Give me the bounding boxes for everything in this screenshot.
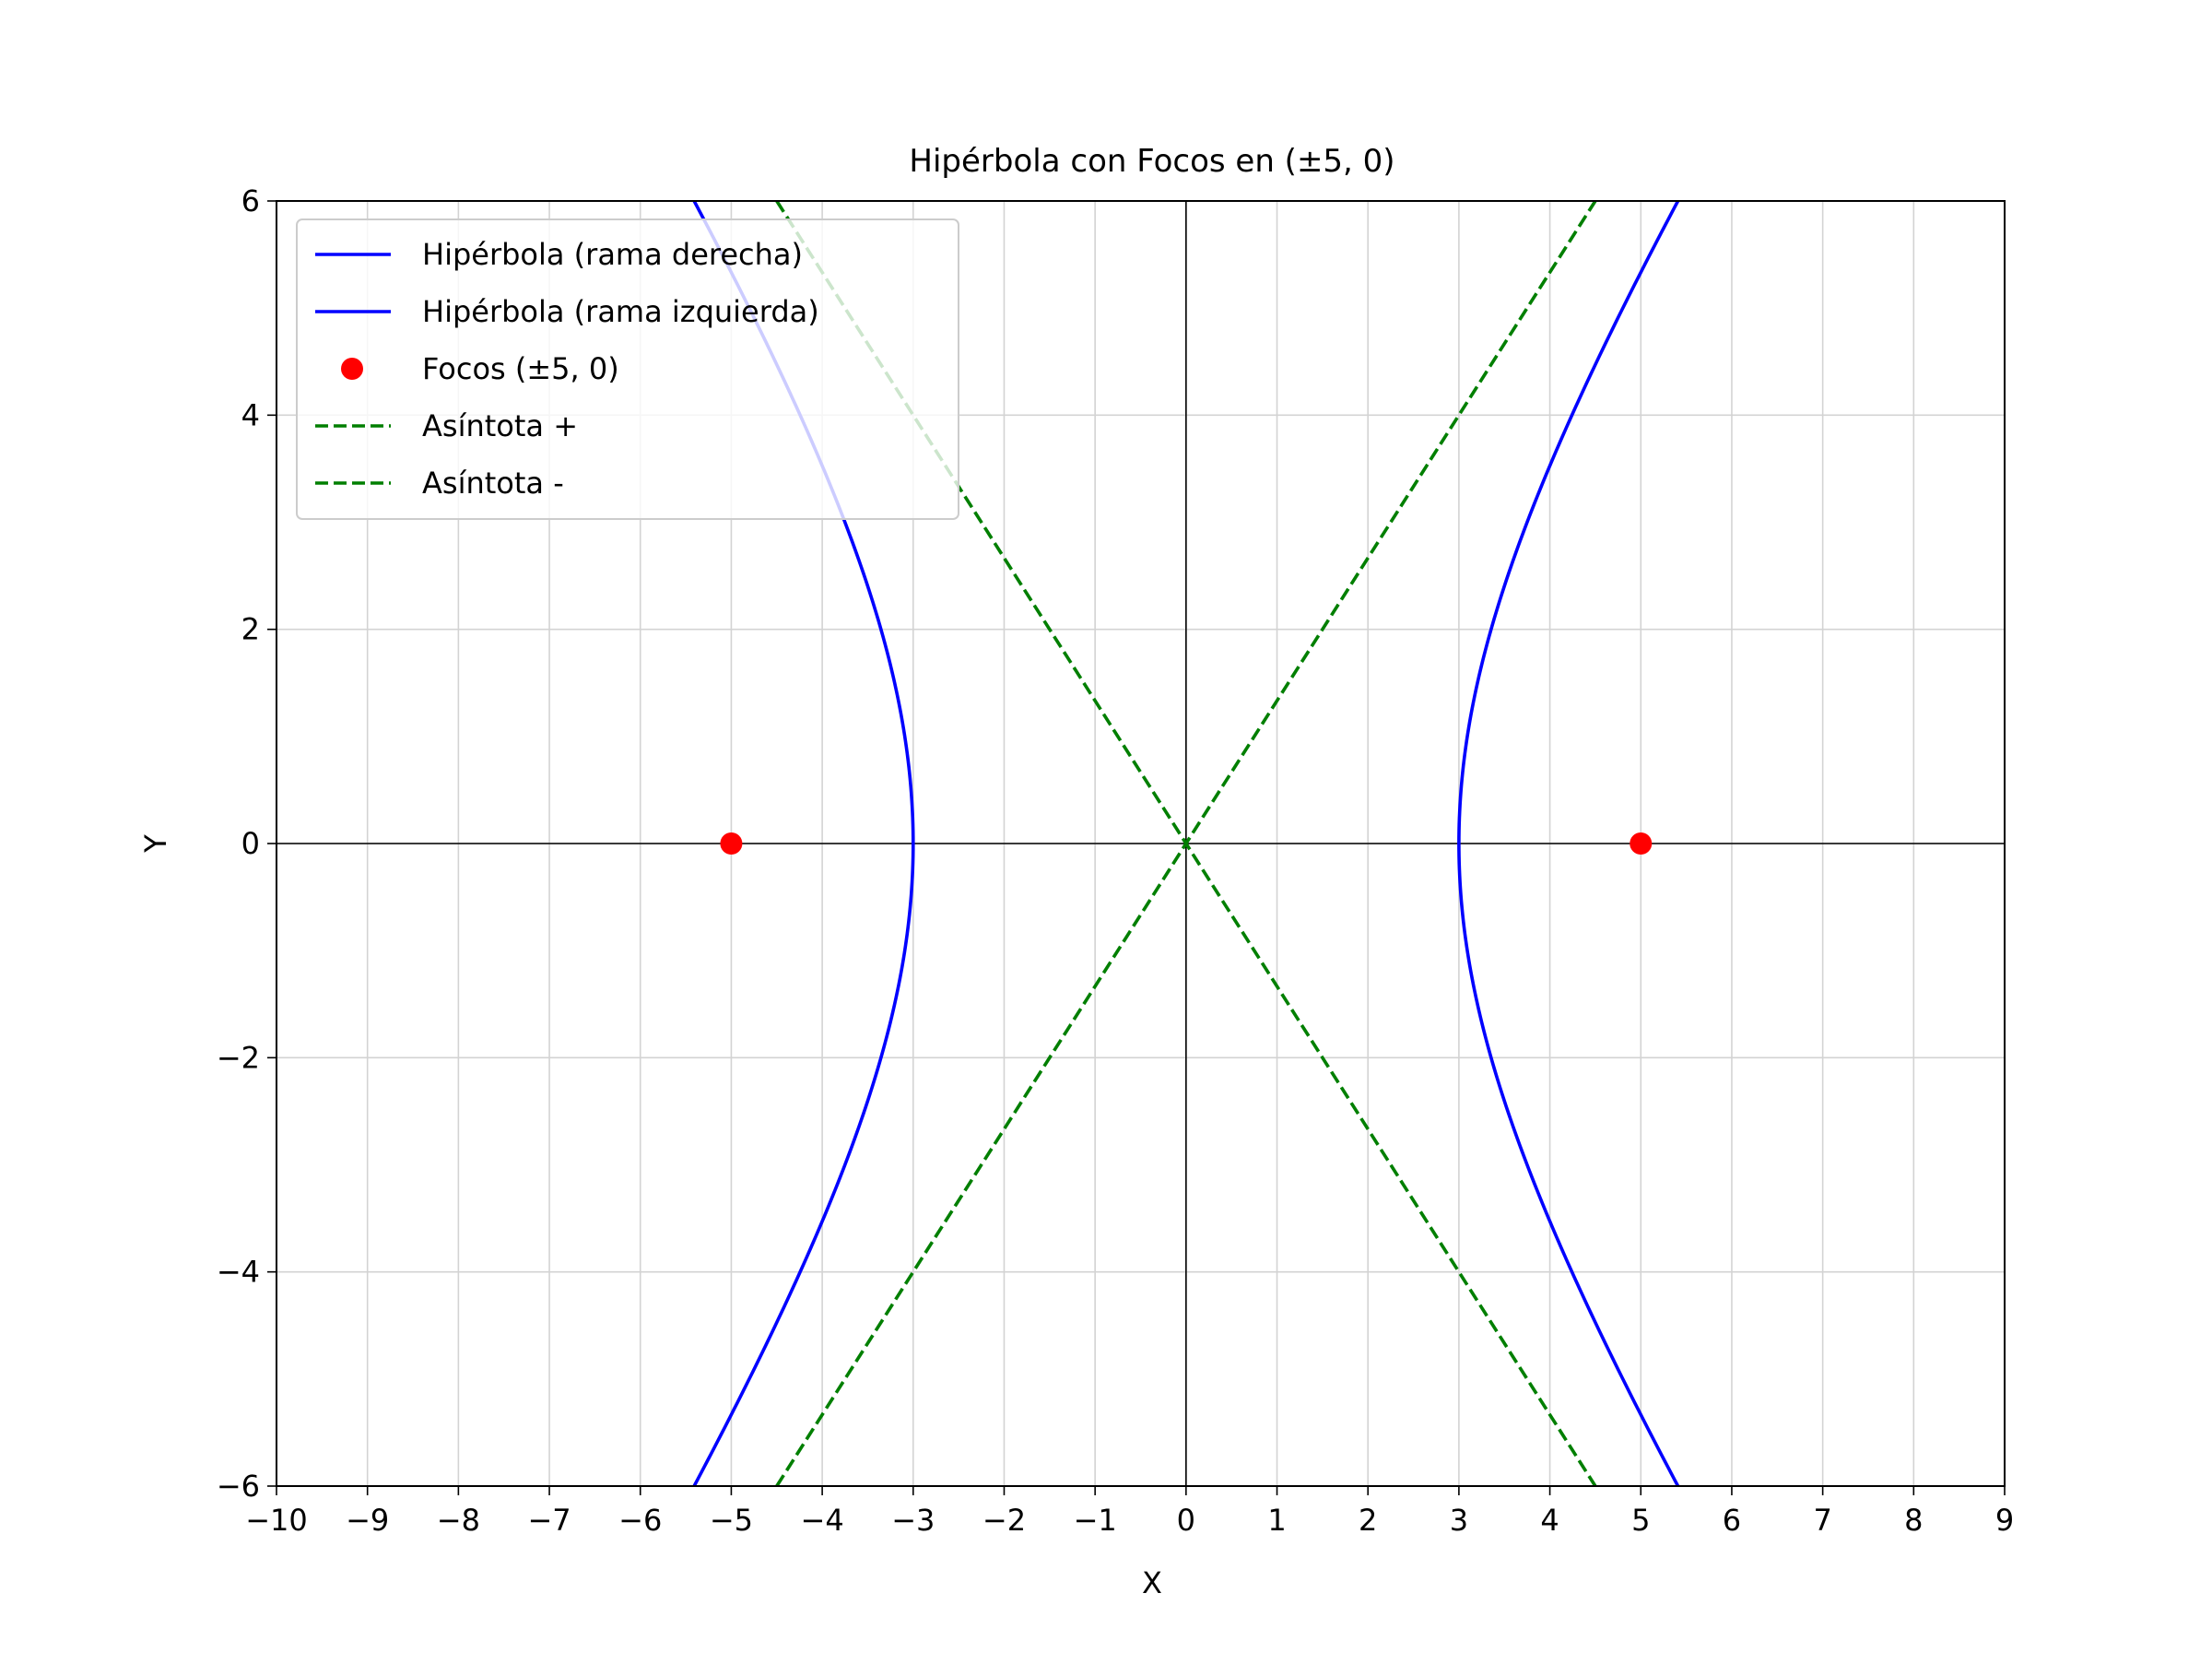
- x-tick-label: −9: [346, 1503, 389, 1538]
- legend-label: Asíntota -: [422, 466, 564, 501]
- legend-label: Asíntota +: [422, 408, 578, 443]
- y-axis-label: Y: [138, 834, 173, 854]
- y-tick-label: −6: [217, 1469, 260, 1504]
- asymptote-minus-line: [775, 201, 1597, 1486]
- y-tick-label: 6: [241, 183, 260, 218]
- legend-label: Hipérbola (rama izquierda): [422, 294, 819, 329]
- x-tick-label: 2: [1359, 1503, 1377, 1538]
- x-tick-label: 8: [1904, 1503, 1923, 1538]
- legend-box: [296, 218, 959, 520]
- x-tick-label: −8: [437, 1503, 480, 1538]
- chart-title: Hipérbola con Focos en (±5, 0): [909, 143, 1394, 180]
- x-tick-label: −2: [982, 1503, 1026, 1538]
- x-tick-label: 0: [1177, 1503, 1195, 1538]
- y-ticks: −6 −4 −2 0 2 4 6: [217, 183, 276, 1504]
- legend-label: Focos (±5, 0): [422, 351, 619, 386]
- x-axis-label: X: [1142, 1565, 1162, 1600]
- legend-label: Hipérbola (rama derecha): [422, 237, 803, 272]
- x-ticks: −10 −9 −8 −7 −6 −5 −4 −3 −2 −1 0 1 2 3 4 5 6 7 8 9: [245, 1486, 2014, 1538]
- legend-marker-focos: [341, 358, 363, 380]
- x-tick-label: 1: [1267, 1503, 1286, 1538]
- x-tick-label: −4: [801, 1503, 844, 1538]
- x-tick-label: −1: [1074, 1503, 1117, 1538]
- x-tick-label: −5: [710, 1503, 753, 1538]
- focus-point: [1630, 832, 1653, 855]
- legend: Hipérbola (rama derecha) Hipérbola (rama …: [296, 218, 959, 520]
- x-tick-label: −6: [618, 1503, 662, 1538]
- x-tick-label: −7: [527, 1503, 571, 1538]
- x-tick-label: 6: [1723, 1503, 1741, 1538]
- y-tick-label: 0: [241, 826, 260, 861]
- hyperbola-right-branch: [1457, 201, 1680, 1486]
- x-tick-label: 3: [1450, 1503, 1468, 1538]
- x-tick-label: 9: [1995, 1503, 2014, 1538]
- y-tick-label: 2: [241, 612, 260, 647]
- y-tick-label: 4: [241, 397, 260, 432]
- focus-point: [720, 832, 743, 855]
- x-tick-label: 7: [1813, 1503, 1831, 1538]
- x-tick-label: 5: [1631, 1503, 1650, 1538]
- x-tick-label: −10: [245, 1503, 308, 1538]
- y-tick-label: −2: [217, 1040, 260, 1075]
- y-tick-label: −4: [217, 1255, 260, 1290]
- x-tick-label: −3: [891, 1503, 935, 1538]
- x-tick-label: 4: [1540, 1503, 1559, 1538]
